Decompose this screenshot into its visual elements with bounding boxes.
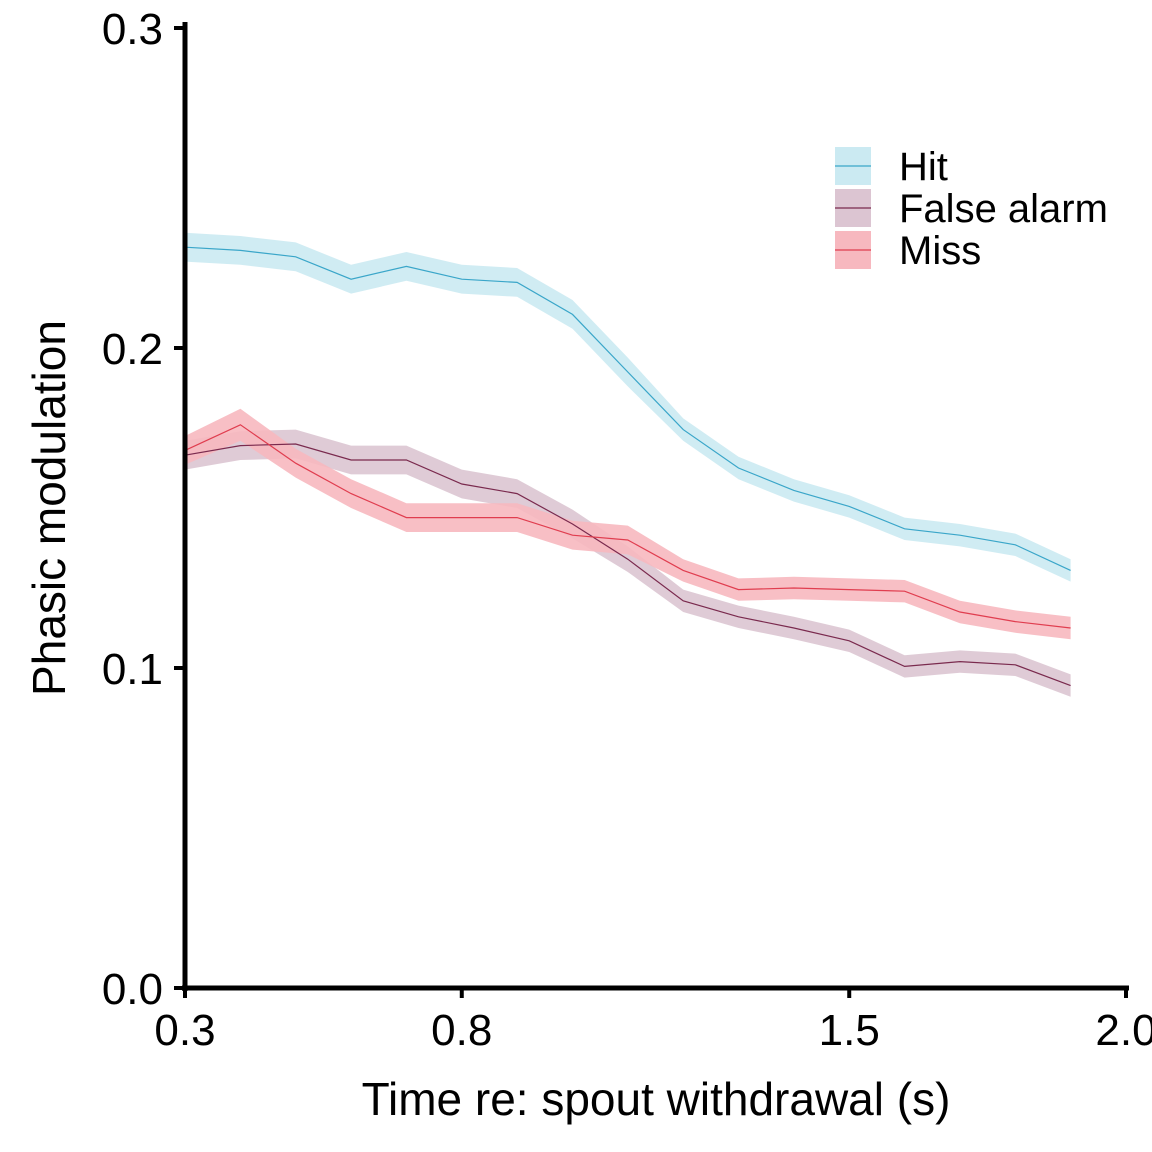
legend-label-miss: Miss [899,229,981,273]
axes [182,22,1129,991]
legend-item-hit: Hit [835,145,948,189]
y-tick-label: 0.2 [102,325,163,374]
x-axis-label: Time re: spout withdrawal (s) [362,1073,951,1125]
line-miss [184,424,1071,629]
series-lines [184,246,1071,687]
tick-marks: 0.3 0.8 1.5 2.0 0.0 0.1 0.2 0.3 [102,5,1152,1055]
y-axis-label: Phasic modulation [23,320,75,696]
x-tick-label: 0.8 [431,1006,492,1055]
y-tick-label: 0.3 [102,5,163,54]
y-tick-label: 0.0 [102,965,163,1014]
line-hit [184,246,1071,571]
legend-item-miss: Miss [835,229,981,273]
error-bands [185,232,1071,697]
x-tick-label: 1.5 [819,1006,880,1055]
legend-item-false-alarm: False alarm [835,187,1108,231]
x-tick-label: 2.0 [1095,1006,1152,1055]
y-tick-label: 0.1 [102,645,163,694]
band-miss [185,408,1071,640]
band-false-alarm [185,429,1071,697]
legend-label-hit: Hit [899,145,948,189]
x-tick-label: 0.3 [154,1006,215,1055]
line-false-alarm [184,443,1071,687]
legend-label-false-alarm: False alarm [899,187,1108,231]
band-hit [185,232,1071,582]
